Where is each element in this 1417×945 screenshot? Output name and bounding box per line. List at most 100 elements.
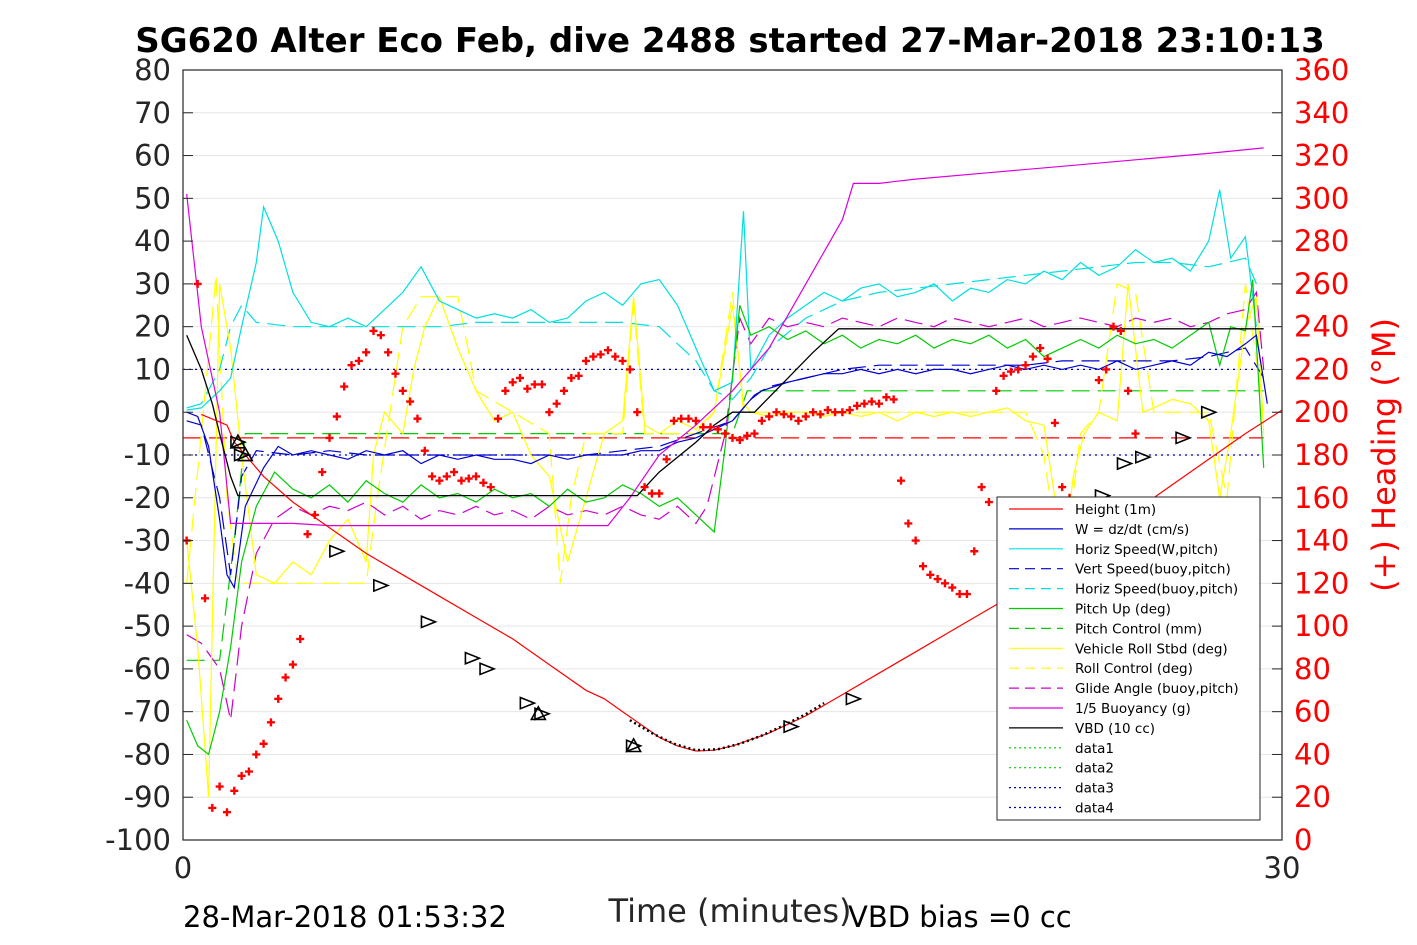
triangle-marker-9 — [625, 739, 643, 753]
heading-marker-116 — [1036, 344, 1045, 353]
right-tick-label-0: 360 — [1294, 53, 1349, 87]
left-tick-label-13: -50 — [124, 609, 171, 643]
legend-entry-15: data4 — [1075, 801, 1114, 817]
triangle-marker-1 — [233, 448, 251, 462]
heading-marker-63 — [647, 489, 656, 498]
heading-marker-14 — [288, 660, 297, 669]
triangle-marker-3 — [373, 578, 390, 593]
heading-marker-77 — [750, 429, 759, 438]
series-glide — [186, 290, 1265, 721]
x-axis: 0 30 — [174, 830, 1300, 885]
heading-marker-96 — [889, 395, 898, 404]
right-tick-label-10: 160 — [1294, 481, 1349, 515]
heading-marker-34 — [435, 476, 444, 485]
right-tick-label-9: 180 — [1294, 438, 1349, 472]
heading-marker-16 — [303, 530, 312, 539]
x-axis-label: Time (minutes) — [608, 892, 852, 930]
heading-marker-46 — [523, 384, 532, 393]
heading-marker-76 — [743, 431, 752, 440]
heading-marker-24 — [362, 348, 371, 357]
heading-marker-33 — [428, 472, 437, 481]
legend-entry-0: Height (1m) — [1075, 502, 1156, 518]
heading-marker-45 — [516, 374, 525, 382]
heading-marker-101 — [926, 570, 935, 579]
heading-marker-117 — [1043, 354, 1052, 363]
heading-marker-80 — [772, 408, 781, 417]
right-y-axis: 3603403203002802602402202001801601401201… — [1294, 53, 1349, 857]
heading-marker-75 — [735, 436, 744, 445]
heading-marker-11 — [266, 718, 275, 727]
left-tick-label-8: 0 — [153, 395, 171, 429]
triangle-marker-6 — [479, 662, 497, 676]
heading-marker-128 — [1124, 386, 1133, 395]
heading-marker-36 — [450, 468, 459, 477]
heading-marker-61 — [633, 408, 642, 417]
legend-entry-2: Horiz Speed(W,pitch) — [1075, 542, 1218, 558]
heading-marker-26 — [376, 331, 385, 340]
heading-marker-57 — [603, 346, 612, 355]
heading-marker-126 — [1109, 322, 1118, 331]
heading-marker-44 — [508, 378, 517, 387]
series-buoy — [186, 147, 1264, 527]
heading-marker-40 — [479, 478, 488, 487]
marker-layer — [182, 279, 1218, 817]
heading-marker-95 — [882, 393, 891, 402]
right-tick-label-12: 120 — [1294, 566, 1349, 600]
heading-marker-124 — [1094, 376, 1103, 385]
right-tick-label-14: 80 — [1294, 652, 1331, 686]
heading-marker-42 — [494, 414, 503, 423]
heading-marker-1 — [193, 279, 202, 288]
legend-entry-12: data1 — [1075, 741, 1114, 757]
heading-marker-70 — [699, 423, 708, 432]
heading-marker-74 — [728, 433, 737, 442]
triangle-marker-19 — [1134, 450, 1152, 464]
heading-marker-84 — [801, 412, 810, 421]
left-tick-label-17: -90 — [124, 780, 171, 814]
left-tick-label-16: -80 — [124, 737, 171, 771]
heading-marker-66 — [669, 416, 678, 425]
heading-marker-58 — [611, 352, 620, 361]
heading-marker-29 — [398, 386, 407, 395]
heading-marker-12 — [274, 694, 283, 703]
x-tick-label-0: 0 — [174, 851, 192, 885]
heading-marker-103 — [940, 579, 949, 588]
series-pitch-ctrl — [186, 390, 1264, 661]
right-tick-label-3: 300 — [1294, 181, 1349, 215]
left-tick-label-7: 10 — [134, 352, 171, 386]
heading-marker-83 — [794, 416, 803, 425]
left-tick-label-9: -10 — [124, 438, 171, 472]
heading-marker-119 — [1058, 483, 1067, 492]
right-tick-label-5: 260 — [1294, 267, 1349, 301]
heading-marker-19 — [325, 433, 334, 442]
left-tick-label-1: 70 — [134, 96, 171, 130]
heading-marker-86 — [816, 410, 825, 419]
heading-marker-87 — [823, 406, 832, 415]
triangle-up-marker-1 — [236, 446, 254, 462]
chart-title: SG620 Alter Eco Feb, dive 2488 started 2… — [135, 21, 1325, 61]
heading-marker-89 — [838, 408, 847, 417]
legend: Height (1m) W = dz/dt (cm/s) Horiz Speed(W… — [996, 496, 1261, 821]
heading-marker-28 — [391, 369, 400, 378]
left-tick-label-4: 40 — [134, 224, 171, 258]
left-tick-label-0: 80 — [134, 53, 171, 87]
heading-marker-30 — [406, 397, 415, 406]
heading-marker-93 — [867, 397, 876, 406]
heading-marker-109 — [984, 498, 993, 507]
legend-entry-10: 1/5 Buoyancy (g) — [1075, 701, 1191, 717]
heading-marker-10 — [259, 739, 268, 748]
triangle-marker-10 — [783, 719, 801, 734]
heading-marker-39 — [472, 472, 481, 481]
heading-marker-99 — [911, 536, 920, 545]
heading-marker-111 — [999, 371, 1008, 380]
heading-marker-7 — [237, 771, 246, 780]
legend-entry-9: Glide Angle (buoy,pitch) — [1075, 681, 1239, 697]
heading-marker-47 — [530, 380, 539, 389]
triangle-marker-0 — [230, 435, 248, 449]
heading-marker-118 — [1050, 418, 1059, 427]
heading-marker-13 — [281, 673, 290, 682]
heading-marker-72 — [713, 425, 722, 434]
heading-marker-56 — [596, 350, 605, 359]
heading-marker-65 — [662, 455, 671, 464]
heading-marker-107 — [970, 547, 979, 556]
heading-marker-51 — [559, 386, 568, 395]
